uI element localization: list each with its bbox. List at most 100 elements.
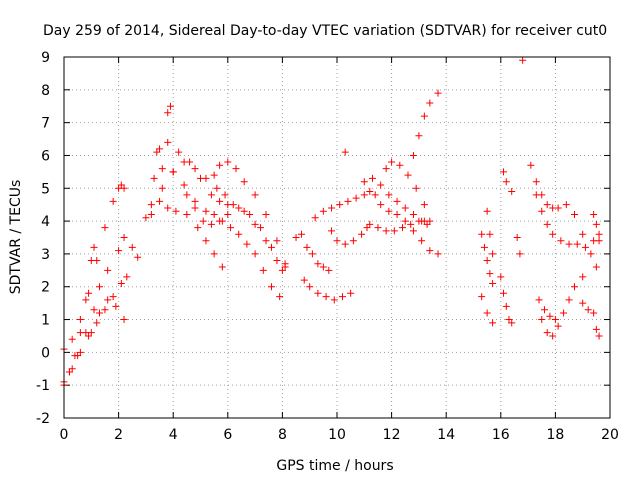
data-point bbox=[314, 289, 322, 297]
data-point bbox=[374, 224, 382, 232]
data-point bbox=[513, 234, 521, 241]
data-point bbox=[207, 220, 215, 228]
x-axis-label: GPS time / hours bbox=[276, 458, 393, 474]
data-point bbox=[338, 293, 346, 301]
data-point bbox=[142, 214, 150, 222]
x-tick-label: 8 bbox=[278, 427, 287, 443]
plot-frame bbox=[63, 56, 611, 419]
data-point bbox=[251, 220, 259, 228]
data-point bbox=[322, 293, 330, 301]
data-point bbox=[156, 197, 164, 205]
data-point bbox=[207, 191, 215, 199]
y-tick-label: 5 bbox=[41, 181, 50, 197]
y-axis-label: SDTVAR / TECUs bbox=[8, 180, 24, 295]
data-point bbox=[478, 293, 486, 301]
data-point bbox=[571, 211, 579, 219]
data-series-track-4 bbox=[65, 234, 128, 376]
data-point bbox=[298, 230, 306, 238]
data-point bbox=[341, 148, 349, 156]
data-series-track-13 bbox=[183, 191, 232, 228]
data-point bbox=[150, 174, 158, 182]
data-point bbox=[396, 161, 404, 169]
data-series-track-29 bbox=[500, 168, 516, 196]
data-point bbox=[120, 316, 128, 324]
data-point bbox=[210, 171, 218, 179]
data-point bbox=[74, 352, 82, 360]
data-point bbox=[158, 184, 166, 192]
data-point bbox=[267, 243, 275, 251]
data-point bbox=[418, 237, 426, 245]
data-point bbox=[486, 230, 494, 238]
data-point bbox=[191, 204, 199, 212]
data-point bbox=[120, 234, 128, 241]
data-point bbox=[500, 289, 508, 297]
data-point bbox=[308, 250, 316, 258]
data-point bbox=[257, 224, 265, 232]
data-point bbox=[371, 191, 379, 199]
data-point bbox=[388, 158, 396, 166]
data-series-track-3 bbox=[60, 273, 131, 386]
data-point bbox=[540, 306, 548, 314]
data-point bbox=[502, 302, 510, 310]
data-point bbox=[240, 207, 248, 215]
data-point bbox=[579, 299, 587, 307]
data-point bbox=[115, 247, 123, 255]
data-point bbox=[95, 283, 103, 291]
data-point bbox=[393, 211, 401, 219]
data-series-track-36 bbox=[592, 325, 603, 340]
data-point bbox=[401, 204, 409, 212]
data-point bbox=[112, 302, 120, 310]
data-point bbox=[409, 227, 417, 235]
points-layer bbox=[60, 56, 603, 389]
x-tick-label: 2 bbox=[114, 427, 123, 443]
data-point bbox=[224, 211, 232, 219]
data-point bbox=[216, 197, 224, 205]
x-tick-label: 18 bbox=[546, 427, 564, 443]
data-point bbox=[557, 237, 565, 245]
data-point bbox=[483, 256, 491, 264]
data-point bbox=[166, 102, 174, 110]
data-point bbox=[579, 230, 587, 238]
data-point bbox=[508, 188, 516, 196]
data-point bbox=[358, 230, 366, 238]
data-point bbox=[434, 250, 442, 258]
data-point bbox=[420, 112, 428, 120]
data-series-track-6 bbox=[128, 243, 142, 261]
data-point bbox=[153, 148, 161, 156]
data-point bbox=[82, 296, 90, 304]
data-point bbox=[382, 165, 390, 173]
data-point bbox=[584, 306, 592, 314]
data-series-track-15 bbox=[303, 243, 333, 274]
data-point bbox=[434, 89, 442, 97]
data-point bbox=[551, 316, 559, 324]
data-point bbox=[213, 184, 221, 192]
data-point bbox=[420, 201, 428, 209]
data-point bbox=[180, 181, 188, 189]
data-point bbox=[262, 237, 270, 245]
x-tick-label: 12 bbox=[383, 427, 401, 443]
data-point bbox=[532, 191, 540, 199]
data-point bbox=[543, 201, 551, 209]
data-point bbox=[426, 217, 434, 225]
data-point bbox=[191, 197, 199, 205]
y-tick-label: -1 bbox=[36, 378, 50, 394]
data-series-track-19 bbox=[366, 217, 428, 235]
data-point bbox=[210, 211, 218, 219]
data-point bbox=[519, 56, 527, 64]
data-point bbox=[246, 211, 254, 219]
x-tick-label: 0 bbox=[60, 427, 69, 443]
data-point bbox=[202, 207, 210, 215]
data-series-track-30 bbox=[513, 234, 524, 258]
data-point bbox=[349, 237, 357, 245]
data-series-track-11 bbox=[158, 158, 289, 271]
data-point bbox=[565, 240, 573, 248]
data-point bbox=[595, 230, 603, 238]
data-point bbox=[147, 201, 155, 209]
data-series-track-18 bbox=[328, 224, 371, 248]
data-series-track-21 bbox=[382, 158, 434, 225]
data-point bbox=[579, 273, 587, 281]
data-series-track-23 bbox=[434, 89, 442, 258]
data-series-track-17 bbox=[311, 188, 434, 255]
data-series-track-10 bbox=[147, 197, 226, 271]
